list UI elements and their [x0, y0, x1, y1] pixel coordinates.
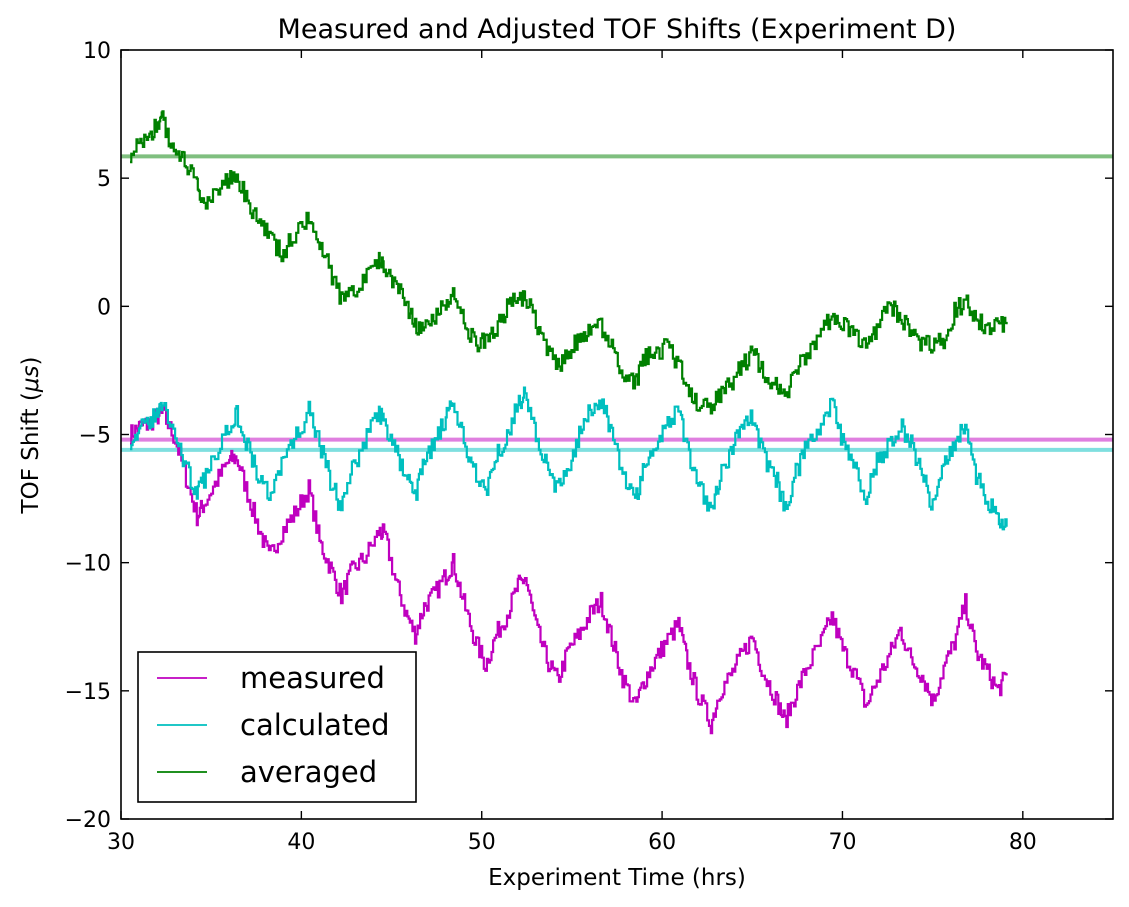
legend-label-calculated: calculated [240, 708, 390, 742]
x-tick-label: 30 [107, 830, 135, 855]
y-tick-label: 0 [97, 295, 111, 320]
series-line-calculated [130, 386, 1008, 531]
y-axis-label-close: ) [18, 357, 44, 366]
y-tick-label: −10 [65, 552, 111, 577]
series-line-measured [130, 405, 1008, 735]
plot-area [121, 110, 1113, 735]
y-axis-label-text: TOF Shift ( [18, 392, 44, 514]
x-tick-label: 50 [468, 830, 496, 855]
axis-ticks: 30 40 50 60 70 80 −20 −15 −10 −5 0 5 10 [65, 39, 1113, 855]
x-tick-label: 80 [1009, 830, 1037, 855]
x-tick-label: 40 [287, 830, 315, 855]
legend-label-measured: measured [240, 661, 385, 695]
y-tick-label: −5 [79, 424, 111, 449]
y-axis-label-unit: μs [18, 366, 44, 394]
y-tick-label: 5 [97, 167, 111, 192]
legend-box [137, 651, 417, 803]
legend: measured calculated averaged [137, 651, 417, 803]
series-line-averaged [130, 110, 1008, 415]
y-tick-label: −15 [65, 680, 111, 705]
y-axis-label: TOF Shift (μs) [18, 357, 44, 515]
chart-title: Measured and Adjusted TOF Shifts (Experi… [278, 14, 957, 45]
y-tick-label: 10 [83, 39, 111, 64]
x-tick-label: 60 [648, 830, 676, 855]
x-tick-label: 70 [828, 830, 856, 855]
legend-label-averaged: averaged [240, 755, 377, 789]
x-axis-label: Experiment Time (hrs) [488, 865, 746, 891]
y-tick-label: −20 [65, 808, 111, 833]
